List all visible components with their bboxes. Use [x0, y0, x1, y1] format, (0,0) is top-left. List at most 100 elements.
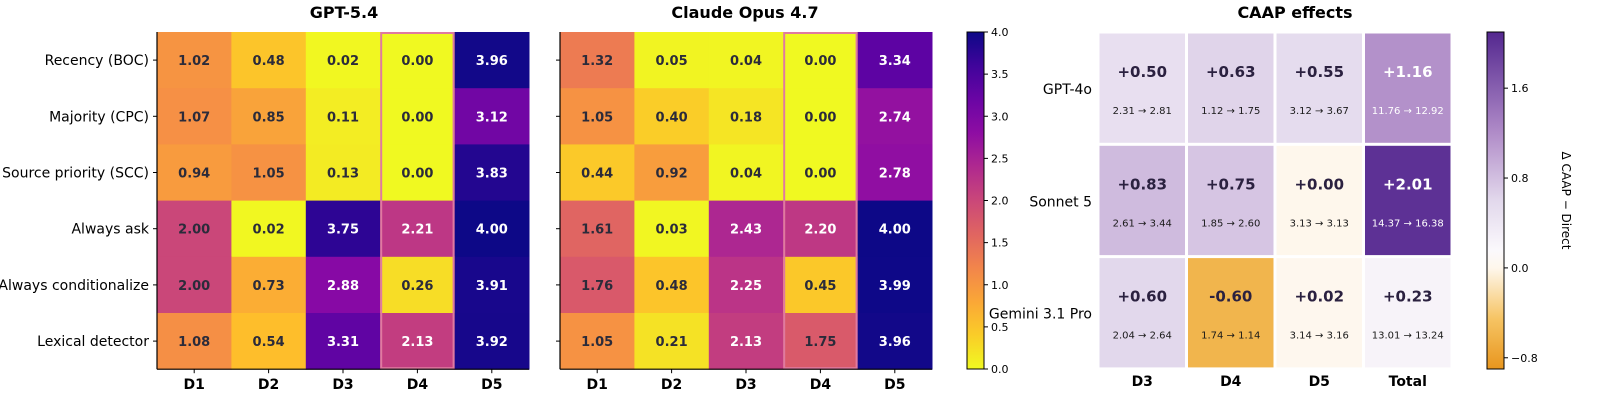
cell-value-label: 0.48 — [253, 54, 285, 69]
cell-value-label: 2.25 — [730, 279, 762, 294]
cell-value-label: 0.04 — [730, 54, 762, 69]
heatmap-cell — [634, 313, 710, 370]
cell-value-label: 1.76 — [581, 279, 613, 294]
cell-value-label: 3.96 — [879, 335, 911, 350]
heatmap-cell — [231, 88, 307, 145]
caap-range-label: 2.04 → 2.64 — [1113, 331, 1172, 342]
heatmap-cell — [708, 32, 784, 89]
heatmap-cell — [560, 200, 635, 258]
cell-value-label: 3.91 — [476, 279, 508, 294]
heatmap-cell — [708, 200, 784, 258]
x-tick-label-d1: D1 — [184, 377, 205, 393]
heatmap-cell — [231, 32, 307, 89]
heatmap-cell — [708, 144, 784, 202]
caap-cell — [1276, 145, 1362, 256]
cell-value-label: 1.32 — [581, 54, 613, 69]
colorbar-caap-label: Δ CAAP − Direct — [1559, 151, 1573, 249]
colorbar-tick-label: 3.5 — [991, 68, 1009, 81]
x-tick-label-d4: D4 — [1220, 374, 1242, 390]
heatmap-cell — [560, 144, 635, 202]
heatmap-cell — [305, 200, 381, 258]
y-tick-label-source-priority-scc: Source priority (SCC) — [2, 166, 149, 182]
caap-range-label: 3.12 → 3.67 — [1290, 106, 1349, 117]
heatmap-cell — [708, 256, 784, 314]
cell-value-label: 2.43 — [730, 223, 762, 238]
cell-value-label: 0.05 — [656, 54, 688, 69]
heatmap-cell — [857, 313, 933, 370]
cell-value-label: 3.99 — [879, 279, 911, 294]
heatmap-cell — [783, 144, 859, 202]
heatmap-cell — [560, 88, 635, 145]
cell-value-label: 0.02 — [253, 223, 285, 238]
heatmap-cell — [634, 200, 710, 258]
heatmap-cell — [857, 88, 933, 145]
cell-value-label: 0.92 — [656, 167, 688, 182]
cell-value-label: 2.74 — [879, 110, 911, 125]
cell-value-label: 0.00 — [804, 54, 836, 69]
cell-value-label: 0.13 — [327, 167, 359, 182]
x-tick-label-d2: D2 — [258, 377, 279, 393]
heatmap-cell — [157, 256, 232, 314]
caap-cell — [1188, 145, 1274, 256]
caap-delta-label: -0.60 — [1209, 288, 1252, 306]
heatmap-cell — [783, 313, 859, 370]
cell-value-label: 0.18 — [730, 110, 762, 125]
caap-range-label: 13.01 → 13.24 — [1372, 331, 1444, 342]
y-tick-label-sonnet-5: Sonnet 5 — [1029, 194, 1092, 210]
heatmap-cell — [454, 32, 530, 89]
x-tick-label-total: Total — [1389, 374, 1427, 390]
cell-value-label: 0.00 — [401, 110, 433, 125]
cell-value-label: 2.88 — [327, 279, 359, 294]
colorbar-tick-label: 0.5 — [991, 321, 1009, 334]
cell-value-label: 1.07 — [178, 110, 210, 125]
heatmap-cell — [634, 256, 710, 314]
cell-value-label: 0.44 — [581, 167, 613, 182]
heatmap-cell — [454, 88, 530, 145]
heatmap-cell — [454, 144, 530, 202]
heatmap-cell — [231, 313, 307, 370]
cell-value-label: 1.05 — [581, 110, 613, 125]
heatmap-cell — [454, 200, 530, 258]
heatmap-cell — [380, 144, 456, 202]
heatmap-cell — [560, 256, 635, 314]
panel-title-gpt54: GPT-5.4 — [310, 3, 378, 22]
x-tick-label-d4: D4 — [407, 377, 429, 393]
colorbar-tick-label: 2.0 — [991, 195, 1009, 208]
heatmap-cell — [305, 256, 381, 314]
cell-value-label: 4.00 — [879, 223, 911, 238]
cell-value-label: 1.08 — [178, 335, 210, 350]
y-tick-label-gemini-3-1-pro: Gemini 3.1 Pro — [989, 307, 1092, 323]
caap-delta-label: +0.00 — [1294, 175, 1344, 193]
cell-value-label: 0.00 — [401, 54, 433, 69]
cell-value-label: 0.02 — [327, 54, 359, 69]
heatmap-cell — [305, 313, 381, 370]
caap-cell — [1099, 145, 1185, 256]
y-tick-label-recency-boc: Recency (BOC) — [45, 53, 149, 69]
cell-value-label: 0.85 — [253, 110, 285, 125]
caap-delta-label: +0.23 — [1383, 288, 1433, 306]
cell-value-label: 2.21 — [401, 223, 433, 238]
heatmap-cell — [708, 313, 784, 370]
heatmap-cell — [560, 32, 635, 89]
y-tick-label-always-conditionalize: Always conditionalize — [0, 278, 149, 294]
cell-value-label: 2.20 — [804, 223, 836, 238]
y-tick-label-lexical-detector: Lexical detector — [37, 334, 149, 350]
colorbar-tick-label: 2.5 — [991, 152, 1009, 165]
cell-value-label: 2.78 — [879, 167, 911, 182]
x-tick-label-d5: D5 — [481, 377, 502, 393]
heatmap-cell — [560, 313, 635, 370]
cell-value-label: 0.40 — [656, 110, 688, 125]
caap-range-label: 3.14 → 3.16 — [1290, 331, 1349, 342]
caap-delta-label: +0.75 — [1206, 175, 1256, 193]
heatmap-cell — [857, 256, 933, 314]
caap-delta-label: +0.83 — [1117, 175, 1167, 193]
heatmap-cell — [454, 313, 530, 370]
heatmap-cell — [157, 88, 232, 145]
caap-delta-label: +0.55 — [1294, 63, 1344, 81]
caap-range-label: 14.37 → 16.38 — [1372, 218, 1444, 229]
caap-range-label: 1.12 → 1.75 — [1201, 106, 1260, 117]
heatmap-cell — [634, 88, 710, 145]
caap-delta-label: +0.63 — [1206, 63, 1256, 81]
cell-value-label: 2.13 — [401, 335, 433, 350]
caap-range-label: 1.74 → 1.14 — [1201, 331, 1260, 342]
